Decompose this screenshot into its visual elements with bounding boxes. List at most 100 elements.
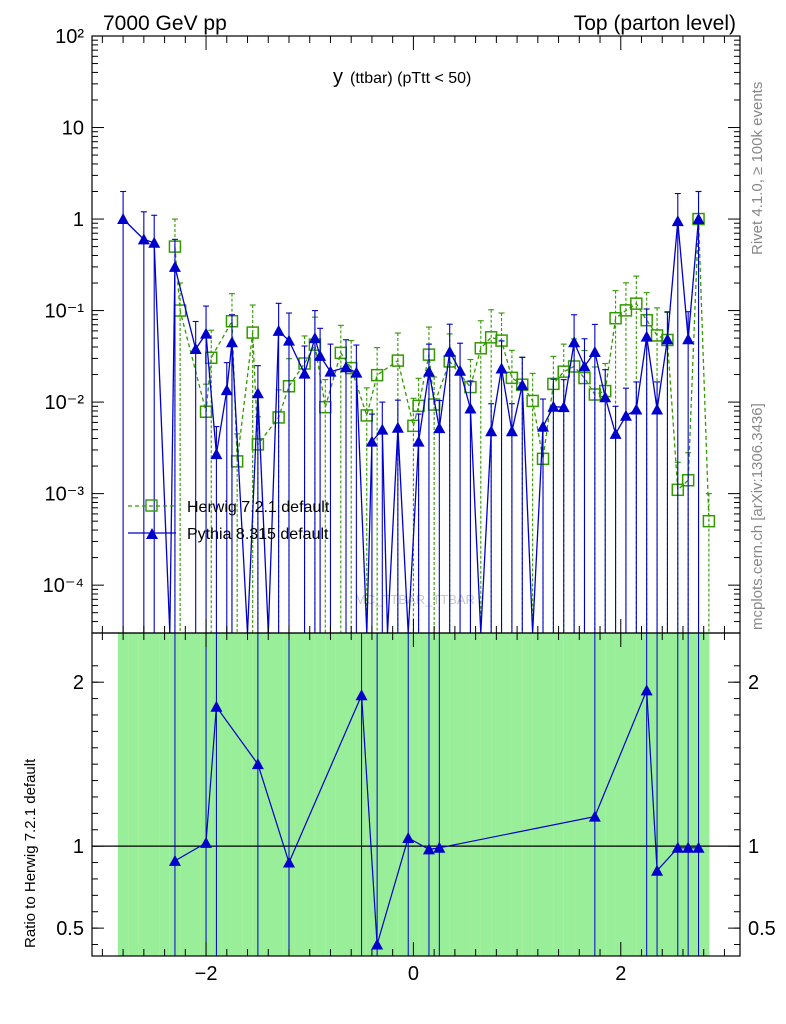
pythia-point [516,378,529,390]
pythia-point [599,391,612,403]
legend-pythia-marker [146,528,158,539]
pythia-point [298,367,311,379]
ratio-ylabel: Ratio to Herwig 7.2.1 default [22,758,39,948]
pythia-point [454,364,467,376]
pythia-point [365,435,378,447]
ratio-plot [168,633,705,956]
pythia-point [568,336,581,348]
green-band [263,633,274,956]
legend-herwig-marker [145,499,158,512]
pythia-point [282,334,295,346]
green-band [667,633,679,956]
green-band [138,633,150,956]
green-band [563,633,575,956]
watermark: MC_TTBAR_TTBAR [355,592,475,607]
green-band [128,633,140,956]
green-band [594,633,606,956]
green-band [428,633,440,956]
herwig-point [526,394,539,408]
green-band [117,633,129,956]
ratio-tick-label: 0.5 [56,918,84,940]
green-band [242,633,254,956]
green-band [366,633,378,956]
green-band [346,633,357,956]
green-band [149,633,160,956]
pythia-point [547,400,560,412]
green-band [159,633,171,956]
green-band [408,633,420,956]
pythia-point [412,435,425,447]
green-band [180,633,191,956]
green-band [325,633,337,956]
ratio-tick-label: 1 [73,836,84,858]
green-band [532,633,544,956]
pythia-point [609,427,622,439]
herwig-point [609,311,622,325]
ratio-frame [91,632,741,957]
herwig-point [370,368,384,382]
green-band [625,633,637,956]
pythia-point [619,409,632,421]
green-band [460,633,471,956]
x-tick-label: 2 [615,963,626,985]
pythia-point [495,362,508,374]
herwig-point [391,354,405,367]
ratio-point [282,856,295,868]
ratio-point [433,841,446,853]
herwig-point [246,326,259,339]
x-tick-label: −2 [195,963,218,985]
green-band [522,633,534,956]
green-band [543,633,554,956]
pythia-point [340,361,353,373]
y-tick-label: 10⁻² [45,392,85,414]
green-band [584,633,596,956]
green-band [449,633,461,956]
ratio-point [355,689,368,701]
pythia-point [557,401,570,413]
pythia-point [137,233,150,245]
main-frame [91,35,741,634]
green-band [636,633,648,956]
green-band [304,633,316,956]
legend-herwig: Herwig 7.2.1 default [187,499,330,516]
pythia-point [350,366,363,378]
pythia-point [485,425,498,437]
ratio-tick-label-right: 2 [748,672,759,694]
ratio-point [422,843,435,855]
y-tick-label: 10⁻¹ [45,301,85,323]
y-tick-label: 1 [73,209,84,231]
green-band [657,633,668,956]
pythia-point [671,215,684,227]
pythia-point [692,213,705,225]
ratio-point [671,841,684,853]
ratio-point [588,810,601,822]
pythia-point [433,422,446,434]
green-band [387,633,399,956]
ratio-point [692,841,705,853]
herwig-point [505,371,519,385]
green-band [605,633,617,956]
pythia-point [308,332,321,344]
pythia-point [464,402,477,414]
ratio-point [682,841,695,853]
green-band [314,633,326,956]
header-energy: 7000 GeV pp [103,12,227,35]
pythia-point [651,403,664,415]
green-band [698,633,710,956]
ratio-line [174,690,699,945]
y-tick-label: 10⁻⁴ [43,575,84,597]
green-band [491,633,503,956]
pythia-point [148,236,161,248]
ratio-tick-label-right: 1 [748,836,759,858]
ratio-tick-label: 2 [73,672,84,694]
pythia-point [422,365,435,377]
green-band [574,633,585,956]
pythia-point [630,403,643,415]
pythia-point [661,333,674,345]
chart-subtitle: (ttbar) (pTtt < 50) [350,70,471,87]
ratio-tick-label-right: 0.5 [748,918,776,940]
green-band [190,633,202,956]
green-band [273,633,285,956]
green-band [501,633,513,956]
herwig-point [702,514,716,528]
